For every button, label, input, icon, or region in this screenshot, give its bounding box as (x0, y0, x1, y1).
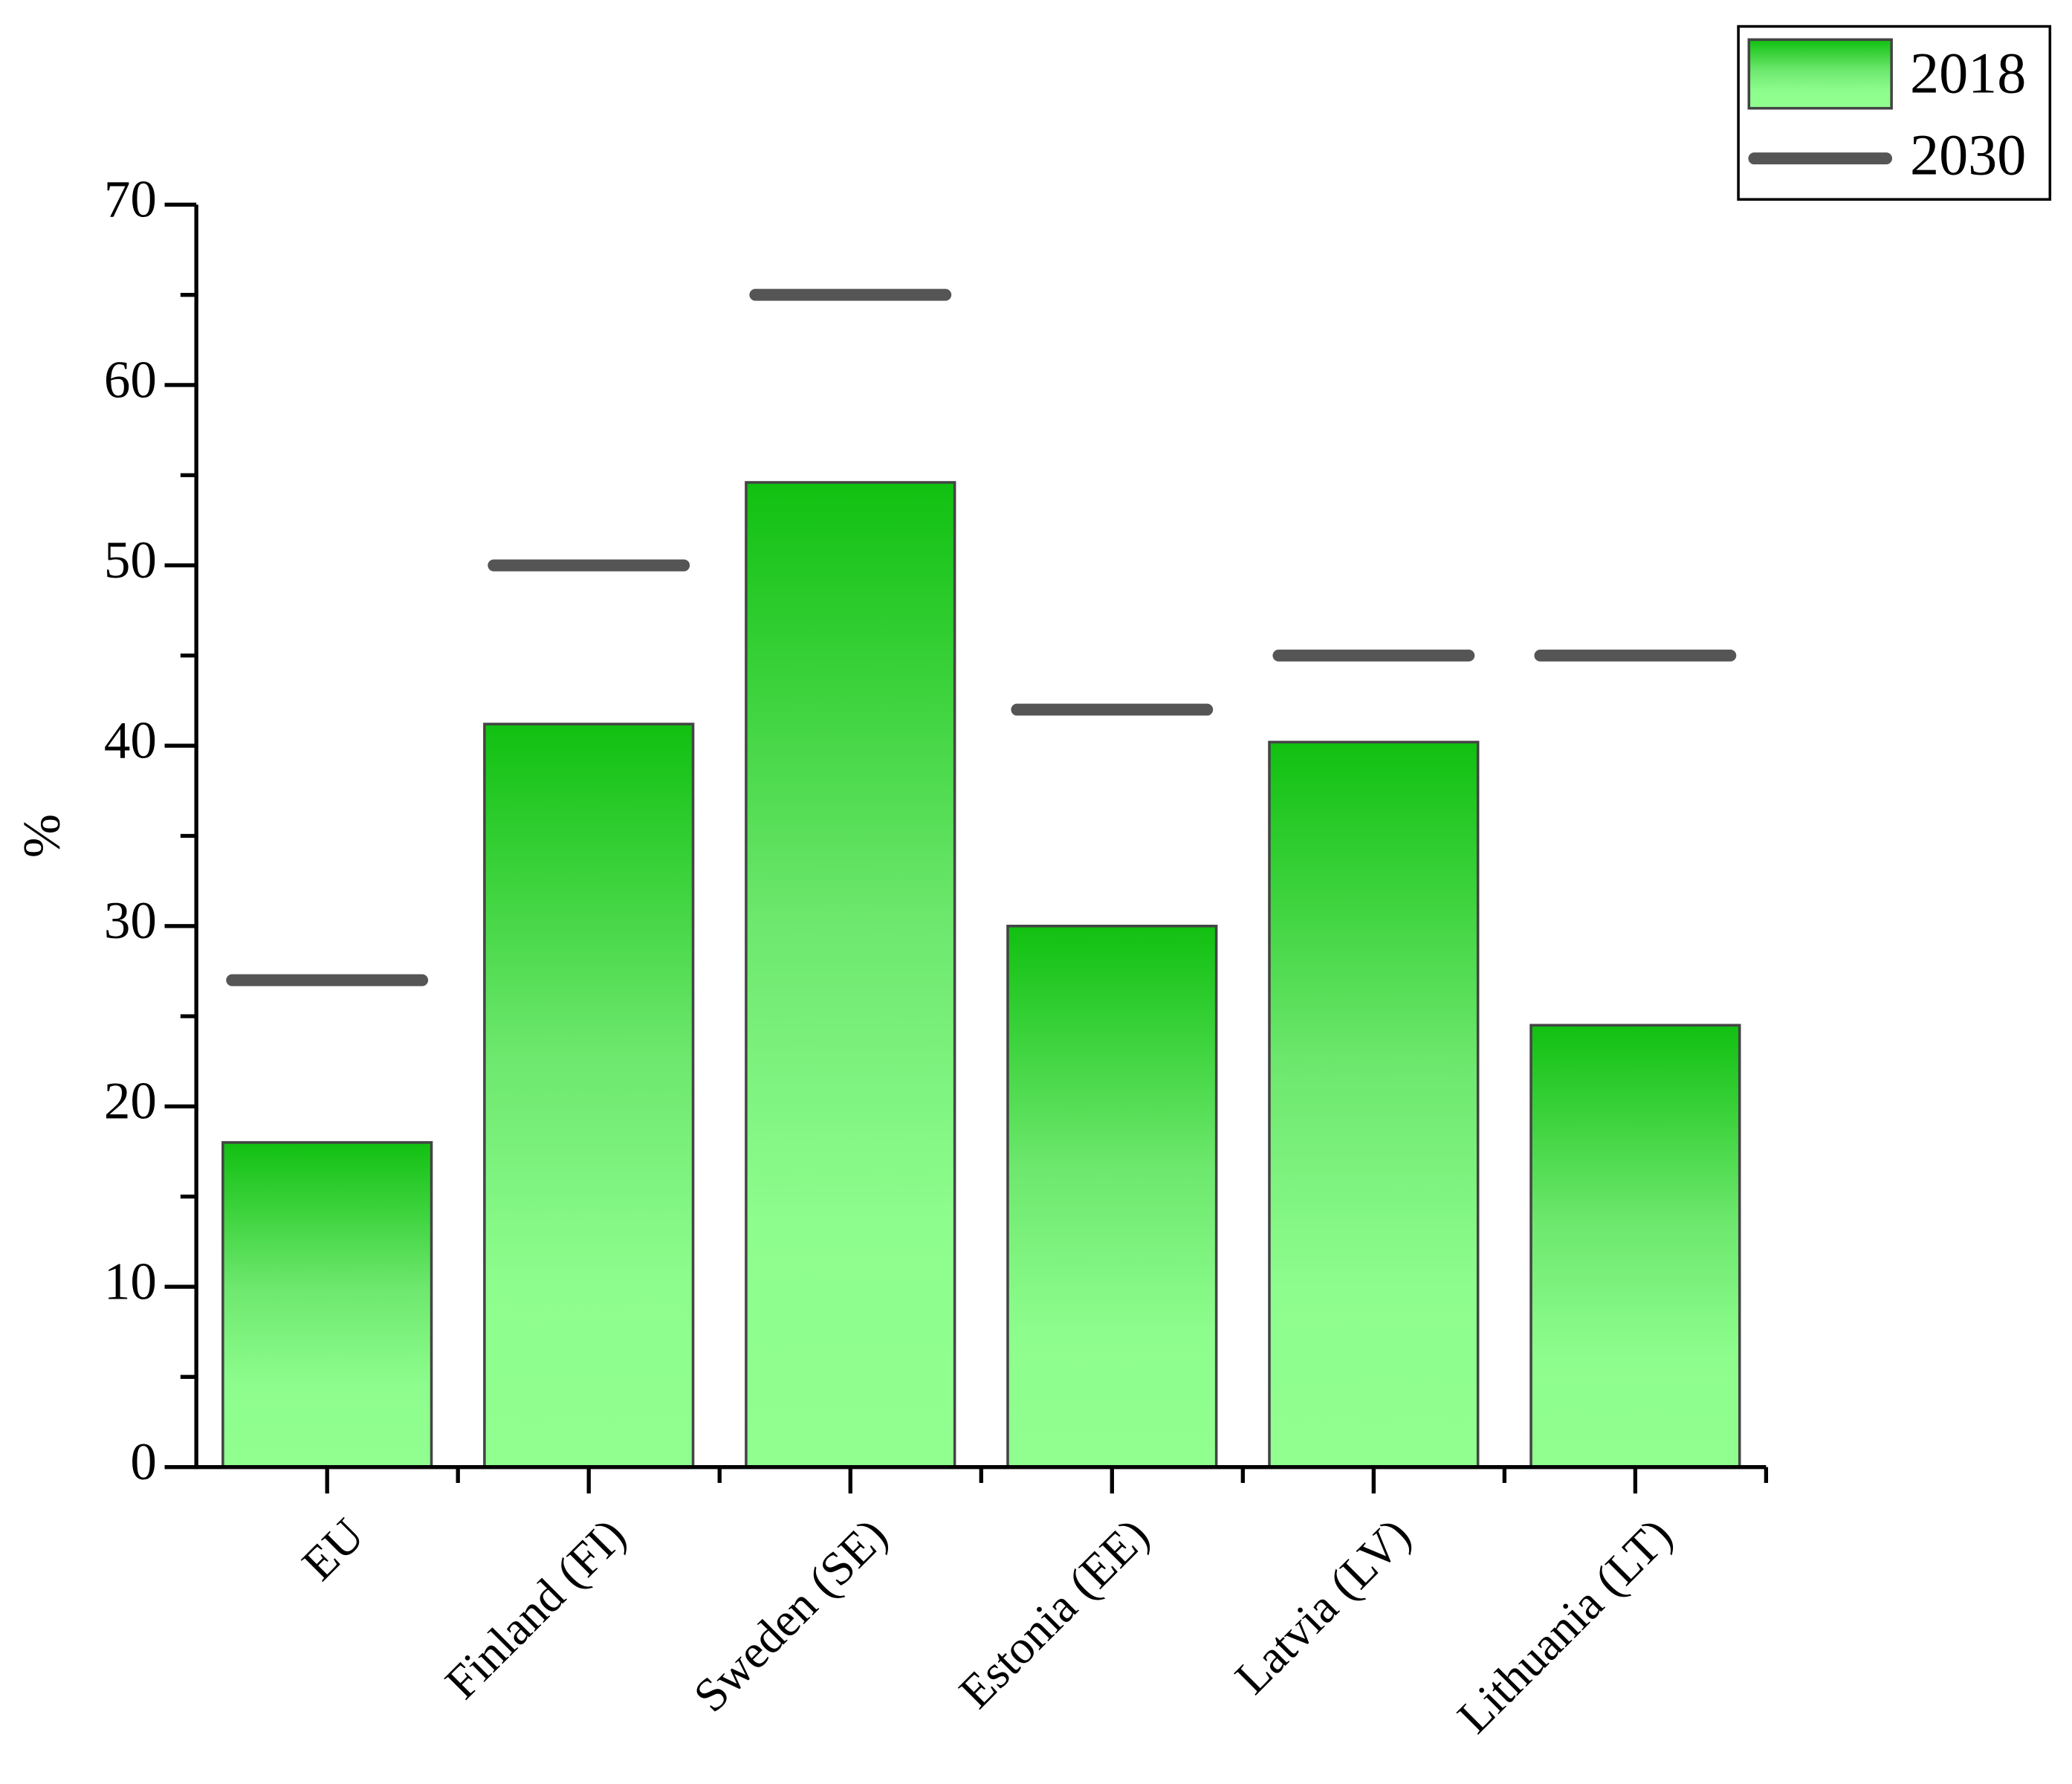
bar (1268, 740, 1480, 1469)
bar (483, 723, 695, 1469)
bar (1529, 1024, 1741, 1469)
x-tick-label: Latvia (LV) (1225, 1508, 1420, 1704)
y-tick-label: 20 (104, 1073, 157, 1131)
x-tick-label: EU (292, 1508, 374, 1590)
y-tick-label: 30 (104, 892, 157, 950)
bar (745, 481, 956, 1469)
y-tick-label: 10 (104, 1253, 157, 1310)
legend-swatch (1747, 38, 1893, 110)
legend-label: 2030 (1910, 123, 2026, 187)
y-axis-label: % (13, 814, 71, 858)
y-tick-label: 60 (104, 351, 157, 409)
x-tick-label: Lithuania (LT) (1447, 1508, 1682, 1743)
x-tick-label: Finland (FI) (435, 1508, 635, 1709)
legend-box (1737, 25, 2052, 201)
y-tick-label: 0 (130, 1433, 157, 1491)
legend-label: 2018 (1910, 41, 2026, 106)
y-tick-label: 40 (104, 712, 157, 770)
bar (1006, 925, 1218, 1469)
y-tick-label: 70 (104, 171, 157, 229)
x-tick-label: Estonia (EE) (949, 1508, 1159, 1718)
x-tick-label: Sweden (SE) (684, 1508, 898, 1722)
bar (221, 1141, 433, 1469)
y-tick-label: 50 (104, 531, 157, 589)
